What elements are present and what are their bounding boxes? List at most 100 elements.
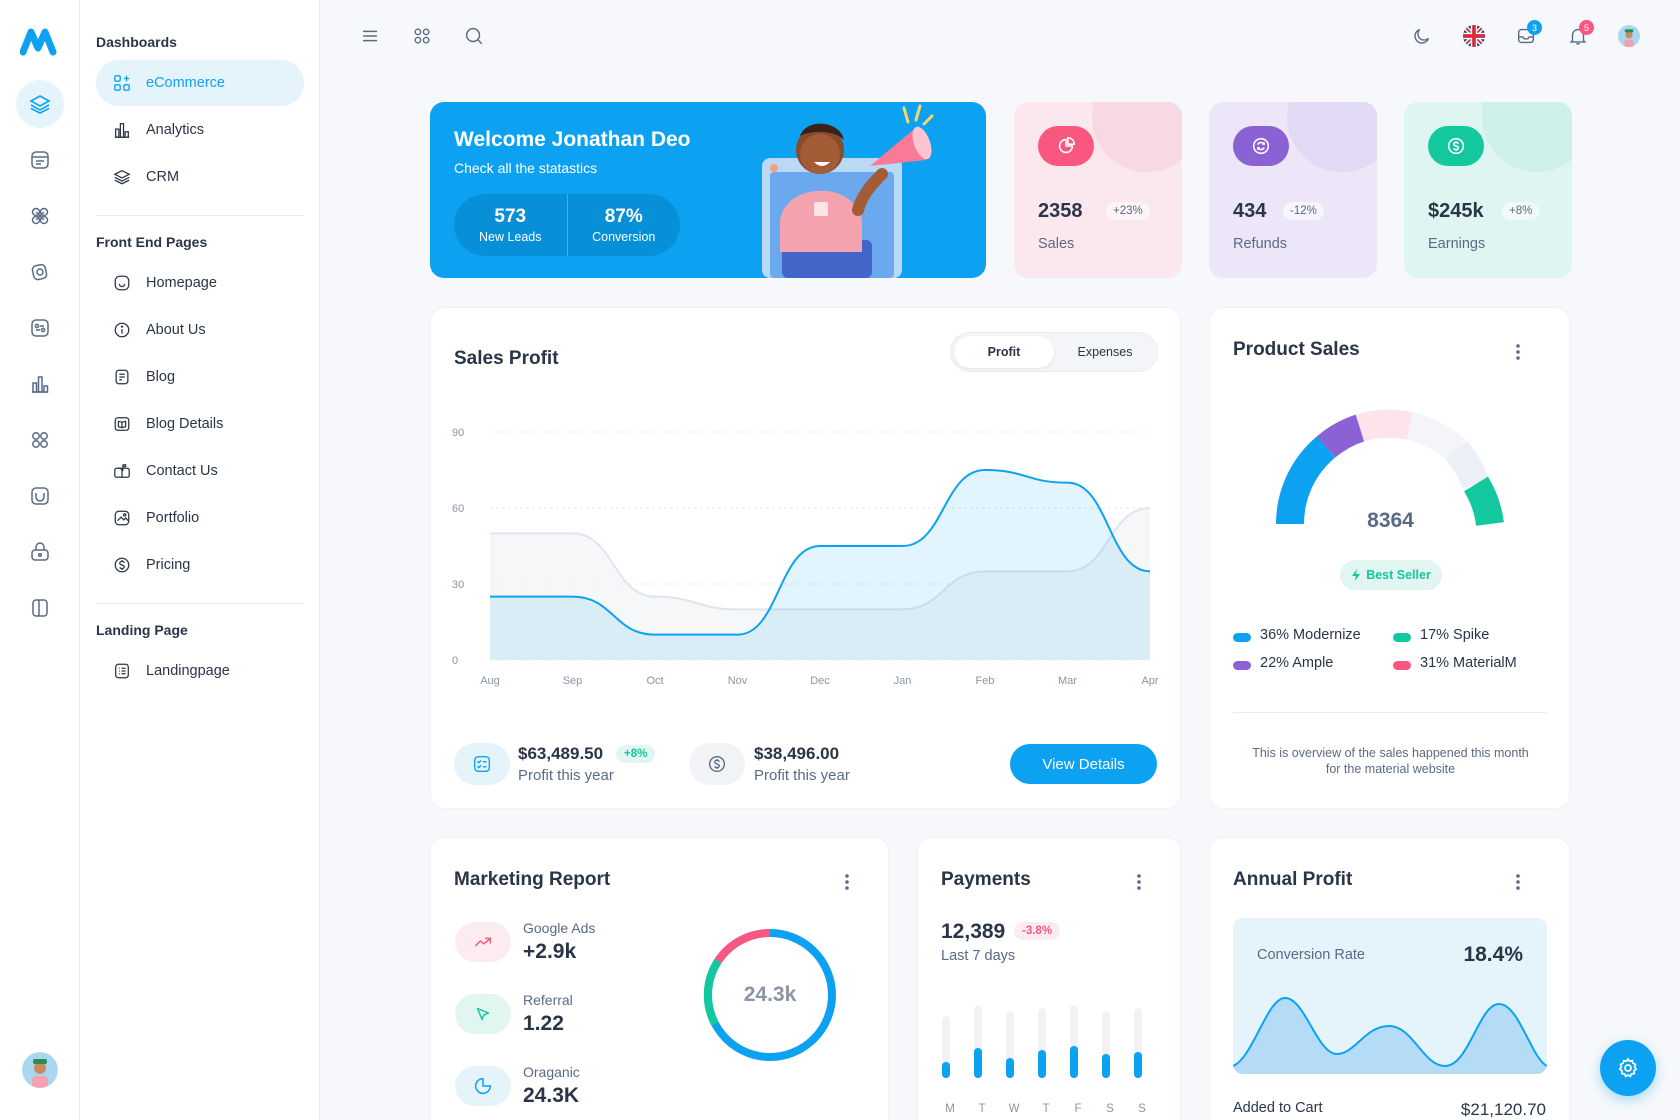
day-label: F	[1074, 1103, 1082, 1115]
search-icon[interactable]	[456, 18, 492, 54]
referral-value: 1.22	[523, 1012, 564, 1035]
rail-pages-icon[interactable]	[16, 248, 64, 296]
product-sales-total: 8364	[1367, 509, 1414, 532]
best-seller-label: Best Seller	[1366, 568, 1431, 582]
card-decoration	[1482, 102, 1572, 172]
payments-bar-chart	[942, 1006, 1142, 1078]
expense-total-label: Profit this year	[754, 767, 850, 784]
x-tick-label: Oct	[646, 675, 663, 687]
marketing-donut	[703, 928, 836, 1061]
smile-icon	[112, 273, 132, 293]
sidebar-item-crm[interactable]: CRM	[96, 154, 304, 200]
welcome-subtitle: Check all the statastics	[454, 160, 598, 176]
legend-swatch	[1393, 661, 1411, 670]
welcome-banner: Welcome Jonathan Deo Check all the stata…	[430, 102, 986, 278]
conversion-value: 87%	[604, 206, 643, 227]
sidebar-item-analytics[interactable]: Analytics	[96, 107, 304, 153]
rail-layers-icon[interactable]	[16, 80, 64, 128]
settings-fab-button[interactable]	[1600, 1040, 1656, 1096]
rail-app-icon[interactable]	[16, 136, 64, 184]
marketing-donut-value: 24.3k	[743, 983, 797, 1006]
rail-user-avatar[interactable]	[22, 1052, 58, 1088]
expenses-area	[490, 508, 1150, 660]
list-icon	[112, 661, 132, 681]
rail-docs-icon[interactable]	[16, 584, 64, 632]
lightning-icon	[1352, 569, 1361, 581]
conversion-label: Conversion	[592, 230, 656, 244]
refunds-change: -12%	[1283, 202, 1324, 220]
annual-profit-card: Annual Profit Conversion Rate 18.4% Adde…	[1209, 837, 1570, 1120]
rail-lock-icon[interactable]	[16, 528, 64, 576]
dark-mode-moon-icon[interactable]	[1404, 18, 1440, 54]
profit-total: $63,489.50	[518, 744, 604, 763]
rail-forms-icon[interactable]	[16, 304, 64, 352]
sidebar-item-label: About Us	[146, 322, 206, 338]
sidebar-item-contact-us[interactable]: Contact Us	[96, 448, 304, 494]
cursor-icon	[455, 994, 511, 1034]
refunds-stat-card[interactable]: 434 -12% Refunds	[1209, 102, 1377, 278]
sidebar-item-label: eCommerce	[146, 75, 225, 91]
sidebar-item-blog-details[interactable]: Blog Details	[96, 401, 304, 447]
added-to-cart-value: $21,120.70	[1460, 1100, 1546, 1119]
sidebar-section-title: Front End Pages	[96, 234, 208, 250]
rail-tables-icon[interactable]	[16, 472, 64, 520]
legend-swatch	[1393, 633, 1411, 642]
card-divider	[1233, 712, 1547, 713]
sidebar-item-label: Landingpage	[146, 663, 230, 679]
more-options-icon[interactable]	[1129, 870, 1149, 894]
referral-label: Referral	[523, 992, 573, 1008]
profit-line	[490, 468, 1151, 636]
x-tick-label: Mar	[1058, 675, 1077, 687]
notification-bell-icon[interactable]: 5	[1560, 18, 1596, 54]
sales-profit-title: Sales Profit	[454, 348, 559, 369]
product-sales-description: This is overview of the sales happened t…	[1252, 746, 1529, 776]
notification-badge: 5	[1579, 20, 1594, 35]
profit-total-label: Profit this year	[518, 767, 614, 784]
rail-apps-icon[interactable]	[16, 416, 64, 464]
sales-value: 2358	[1038, 200, 1083, 222]
profit-expenses-toggle[interactable]: Profit Expenses	[950, 332, 1158, 372]
stats-divider	[566, 194, 568, 256]
more-options-icon[interactable]	[837, 870, 857, 894]
more-options-icon[interactable]	[1508, 870, 1528, 894]
sidebar-item-label: Contact Us	[146, 463, 218, 479]
messages-badge: 3	[1527, 20, 1542, 35]
y-tick-label: 60	[452, 503, 464, 515]
pie-chart-icon	[1038, 126, 1094, 166]
layers-icon	[112, 167, 132, 187]
sidebar-item-about-us[interactable]: About Us	[96, 307, 304, 353]
sales-stat-card[interactable]: 2358 +23% Sales	[1014, 102, 1182, 278]
sidebar-item-pricing[interactable]: Pricing	[96, 542, 304, 588]
sales-profit-chart: 0 30 60 90 Aug Sep Oct Nov Dec Jan Feb Mar Apr	[452, 427, 1159, 687]
x-tick-label: Nov	[728, 675, 748, 687]
sales-change: +23%	[1106, 202, 1150, 220]
tab-profit[interactable]: Profit	[954, 336, 1054, 368]
earnings-stat-card[interactable]: $245k +8% Earnings	[1404, 102, 1572, 278]
payments-card: Payments 12,389 -3.8% Last 7 days M T W …	[917, 837, 1181, 1120]
sidebar-item-portfolio[interactable]: Portfolio	[96, 495, 304, 541]
user-avatar[interactable]	[1611, 18, 1647, 54]
menu-toggle-icon[interactable]	[352, 18, 388, 54]
mini-rail	[0, 0, 80, 1120]
apps-grid-icon[interactable]	[404, 18, 440, 54]
rail-charts-icon[interactable]	[16, 360, 64, 408]
language-flag-icon[interactable]	[1456, 18, 1492, 54]
sidebar-item-landingpage[interactable]: Landingpage	[96, 648, 304, 694]
rail-widget-icon[interactable]	[16, 192, 64, 240]
conversion-rate-value: 18.4%	[1463, 943, 1523, 966]
sidebar-divider	[96, 215, 304, 216]
sidebar-item-homepage[interactable]: Homepage	[96, 260, 304, 306]
sidebar-item-blog[interactable]: Blog	[96, 354, 304, 400]
day-label: T	[1042, 1103, 1050, 1115]
sidebar-item-label: Analytics	[146, 122, 205, 138]
x-tick-label: Dec	[810, 675, 830, 687]
profit-change-badge: +8%	[616, 745, 656, 763]
dollar-icon	[112, 555, 132, 575]
more-options-icon[interactable]	[1508, 340, 1528, 364]
brand-logo-icon[interactable]	[20, 26, 60, 56]
earnings-change: +8%	[1502, 202, 1540, 220]
tab-expenses[interactable]: Expenses	[1077, 345, 1133, 359]
messages-icon[interactable]: 3	[1508, 18, 1544, 54]
view-details-button[interactable]: View Details	[1010, 744, 1157, 784]
sidebar-item-ecommerce[interactable]: eCommerce	[96, 60, 304, 106]
